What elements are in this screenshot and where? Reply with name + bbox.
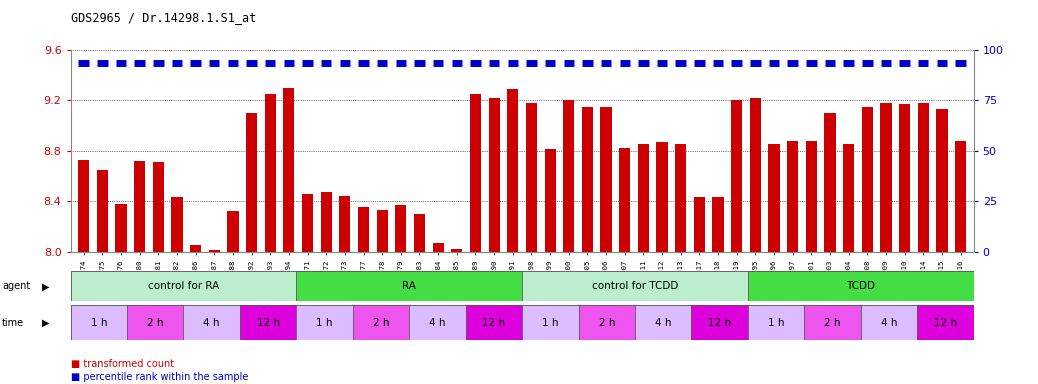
Bar (153, 162, 164, 252)
Bar (227, 211, 239, 252)
Bar (134, 161, 145, 252)
Bar (522, 271, 747, 301)
Bar (526, 103, 537, 252)
Bar (71, 271, 297, 301)
Bar (824, 113, 836, 252)
Bar (283, 88, 295, 252)
Bar (522, 305, 578, 340)
Bar (918, 305, 974, 340)
Bar (899, 104, 910, 252)
Text: ▶: ▶ (42, 318, 49, 328)
Text: agent: agent (2, 281, 30, 291)
Bar (637, 144, 649, 252)
Bar (545, 149, 555, 252)
Bar (691, 305, 747, 340)
Text: RA: RA (403, 281, 416, 291)
Text: 1 h: 1 h (768, 318, 785, 328)
Text: 12 h: 12 h (483, 318, 506, 328)
Text: TCDD: TCDD (846, 281, 875, 291)
Bar (600, 107, 611, 252)
Bar (265, 94, 276, 252)
Bar (578, 305, 635, 340)
Bar (184, 305, 240, 340)
Bar (675, 144, 686, 252)
Bar (240, 305, 297, 340)
Bar (127, 305, 184, 340)
Text: 12 h: 12 h (934, 318, 957, 328)
Bar (619, 148, 630, 252)
Bar (470, 94, 481, 252)
Text: 4 h: 4 h (203, 318, 220, 328)
Bar (358, 207, 370, 252)
Bar (433, 243, 444, 252)
Text: 2 h: 2 h (373, 318, 389, 328)
Bar (787, 141, 798, 252)
Bar (353, 305, 409, 340)
Bar (246, 113, 257, 252)
Bar (452, 249, 462, 252)
Text: ▶: ▶ (42, 281, 49, 291)
Bar (297, 305, 353, 340)
Text: control for TCDD: control for TCDD (592, 281, 678, 291)
Bar (747, 305, 804, 340)
Bar (377, 210, 388, 252)
Text: 2 h: 2 h (824, 318, 841, 328)
Text: 12 h: 12 h (708, 318, 731, 328)
Bar (414, 214, 426, 252)
Bar (862, 107, 873, 252)
Bar (693, 197, 705, 252)
Bar (190, 245, 201, 252)
Bar (749, 98, 761, 252)
Bar (395, 205, 407, 252)
Text: 2 h: 2 h (147, 318, 164, 328)
Bar (843, 144, 854, 252)
Bar (339, 196, 351, 252)
Bar (861, 305, 918, 340)
Text: 4 h: 4 h (429, 318, 445, 328)
Bar (321, 192, 332, 252)
Bar (880, 103, 892, 252)
Bar (97, 170, 108, 252)
Text: ■ percentile rank within the sample: ■ percentile rank within the sample (71, 372, 248, 382)
Bar (564, 100, 574, 252)
Bar (508, 89, 518, 252)
Text: 12 h: 12 h (256, 318, 279, 328)
Bar (71, 305, 127, 340)
Text: 4 h: 4 h (880, 318, 897, 328)
Bar (209, 250, 220, 252)
Bar (731, 100, 742, 252)
Text: 1 h: 1 h (317, 318, 333, 328)
Text: 4 h: 4 h (655, 318, 672, 328)
Bar (409, 305, 466, 340)
Bar (805, 141, 817, 252)
Bar (171, 197, 183, 252)
Text: ■ transformed count: ■ transformed count (71, 359, 173, 369)
Bar (115, 204, 127, 252)
Bar (582, 107, 593, 252)
Bar (918, 103, 929, 252)
Bar (656, 142, 667, 252)
Bar (768, 144, 780, 252)
Bar (489, 98, 499, 252)
Bar (955, 141, 966, 252)
Bar (712, 197, 723, 252)
Text: control for RA: control for RA (147, 281, 219, 291)
Text: 1 h: 1 h (542, 318, 558, 328)
Bar (747, 271, 974, 301)
Bar (302, 194, 313, 252)
Bar (804, 305, 861, 340)
Bar (466, 305, 522, 340)
Bar (78, 159, 89, 252)
Bar (297, 271, 522, 301)
Text: 2 h: 2 h (599, 318, 616, 328)
Bar (936, 109, 948, 252)
Text: time: time (2, 318, 24, 328)
Text: GDS2965 / Dr.14298.1.S1_at: GDS2965 / Dr.14298.1.S1_at (71, 12, 255, 25)
Text: 1 h: 1 h (90, 318, 107, 328)
Bar (635, 305, 691, 340)
